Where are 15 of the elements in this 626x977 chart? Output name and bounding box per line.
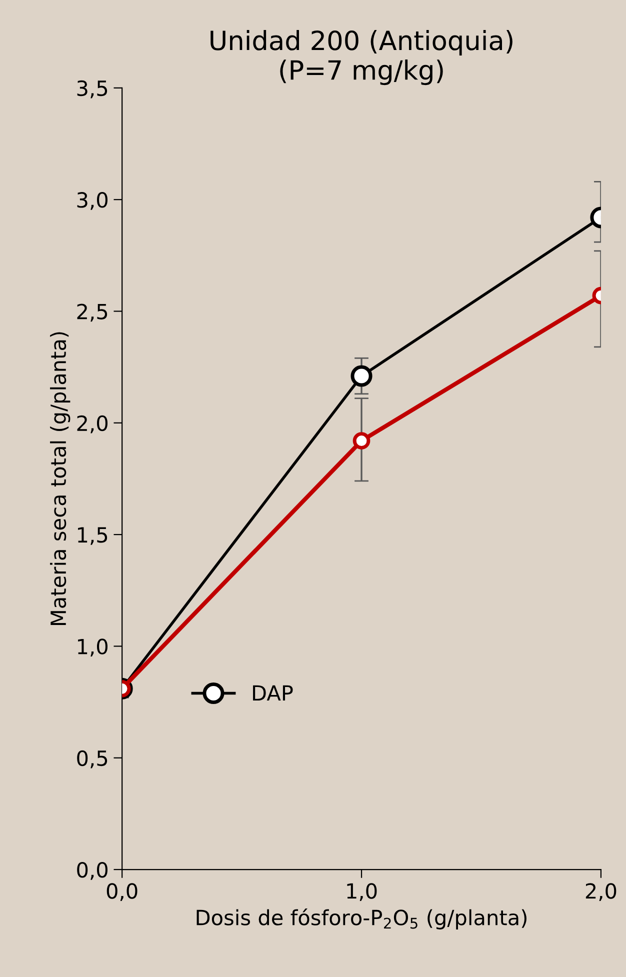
y-tick-label: 1,5 [78, 527, 108, 545]
y-axis-title: Materia seca total (g/planta) [50, 332, 70, 626]
x-tick-label: 1,0 [347, 883, 377, 901]
chart-title: Unidad 200 (Antioquia) (P=7 mg/kg) [210, 30, 512, 86]
y-tick-label: 3,0 [77, 192, 108, 210]
y-tick-label: 2,5 [77, 304, 108, 322]
y-tick-label: 1,0 [78, 638, 108, 657]
x-tick-label: 2,0 [586, 883, 616, 901]
y-tick-label: 0,5 [77, 750, 108, 768]
y-tick-label: 0,0 [77, 862, 108, 880]
x-tick-label: 0,0 [106, 883, 138, 901]
y-tick-label: 3,5 [77, 80, 108, 98]
legend-label: DAP [253, 685, 293, 701]
y-tick-label: 2,0 [77, 415, 108, 434]
x-axis-title: Dosis de fósforo-P$_{2}$O$_{5}$ (g/planta) [196, 908, 526, 930]
